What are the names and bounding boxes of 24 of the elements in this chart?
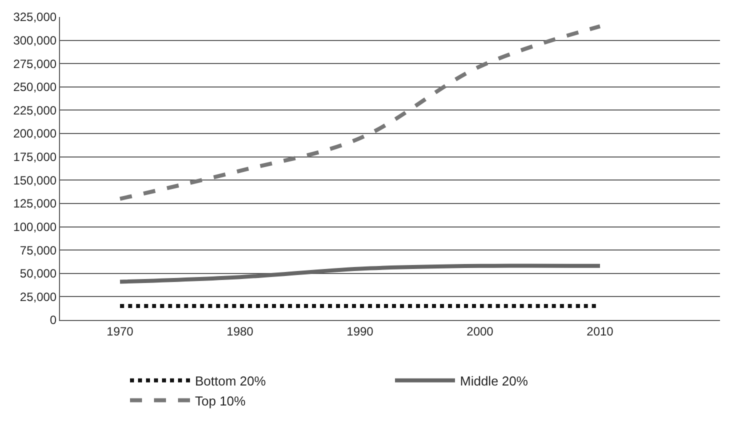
legend-label: Middle 20% [460,373,528,388]
x-tick-label: 2000 [466,324,494,338]
y-tick-label: 300,000 [13,34,57,48]
y-tick-label: 150,000 [13,173,57,188]
y-tick-label: 75,000 [20,243,57,258]
y-tick-label: 100,000 [13,220,57,234]
y-tick-label: 50,000 [20,266,57,281]
legend-label: Bottom 20% [195,373,266,388]
y-tick-label: 325,000 [13,10,57,24]
x-tick-label: 1980 [226,324,254,338]
y-tick-label: 175,000 [13,150,57,164]
y-tick-label: 225,000 [13,103,57,118]
x-tick-label: 2010 [586,324,614,338]
y-tick-label: 200,000 [13,126,57,141]
y-tick-label: 250,000 [13,80,57,94]
y-tick-label: 275,000 [13,56,57,71]
y-tick-label: 125,000 [13,196,57,211]
x-tick-label: 1970 [106,324,134,338]
line-series [118,24,602,201]
legend-label: Top 10% [195,393,246,408]
y-tick-label: 25,000 [20,290,57,304]
line-series [118,264,602,284]
y-tick-label: 0 [50,313,57,328]
x-tick-label: 1990 [346,324,374,338]
